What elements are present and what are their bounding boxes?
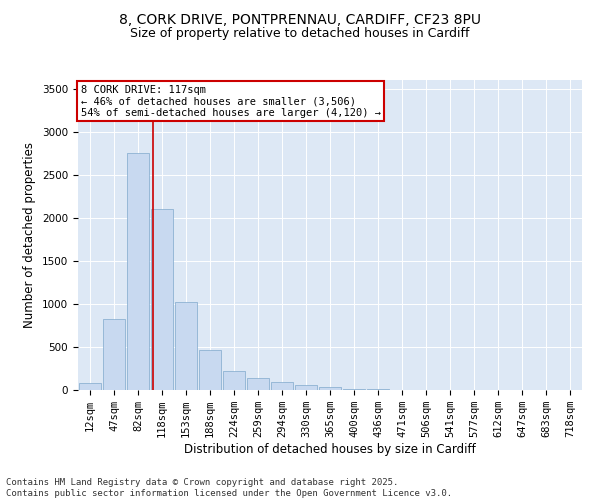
Bar xyxy=(175,302,197,390)
Text: Size of property relative to detached houses in Cardiff: Size of property relative to detached ho… xyxy=(130,28,470,40)
Bar xyxy=(343,388,365,390)
X-axis label: Distribution of detached houses by size in Cardiff: Distribution of detached houses by size … xyxy=(184,443,476,456)
Y-axis label: Number of detached properties: Number of detached properties xyxy=(23,142,37,328)
Text: 8, CORK DRIVE, PONTPRENNAU, CARDIFF, CF23 8PU: 8, CORK DRIVE, PONTPRENNAU, CARDIFF, CF2… xyxy=(119,12,481,26)
Bar xyxy=(319,388,341,390)
Text: 8 CORK DRIVE: 117sqm
← 46% of detached houses are smaller (3,506)
54% of semi-de: 8 CORK DRIVE: 117sqm ← 46% of detached h… xyxy=(80,84,380,118)
Bar xyxy=(127,153,149,390)
Bar xyxy=(295,386,317,390)
Bar xyxy=(223,371,245,390)
Bar xyxy=(103,320,125,390)
Bar xyxy=(247,378,269,390)
Bar xyxy=(271,382,293,390)
Text: Contains HM Land Registry data © Crown copyright and database right 2025.
Contai: Contains HM Land Registry data © Crown c… xyxy=(6,478,452,498)
Bar xyxy=(151,209,173,390)
Bar xyxy=(199,350,221,390)
Bar xyxy=(79,383,101,390)
